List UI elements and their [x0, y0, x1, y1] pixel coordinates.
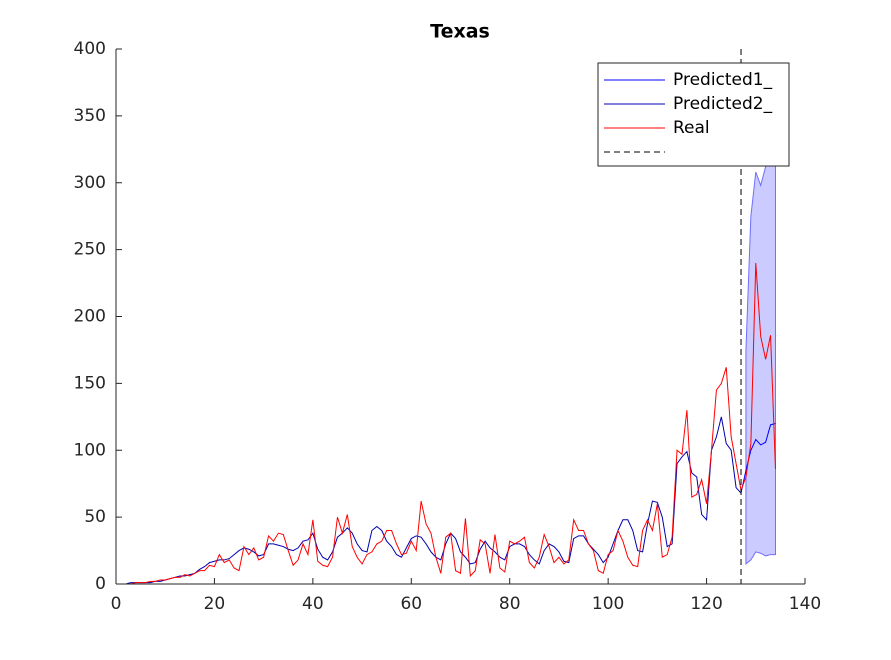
- x-tick-label: 0: [111, 594, 122, 614]
- y-tick-label: 0: [95, 574, 106, 594]
- legend-label: Predicted1_: [673, 70, 773, 90]
- y-tick-label: 200: [74, 307, 106, 327]
- confidence-band: [745, 142, 776, 565]
- x-tick-label: 60: [400, 594, 422, 614]
- legend-label: Real: [673, 118, 710, 138]
- y-tick-label: 50: [84, 507, 106, 527]
- x-tick-label: 100: [592, 594, 624, 614]
- y-tick-label: 150: [74, 373, 106, 393]
- series-line: [120, 262, 776, 585]
- y-tick-label: 400: [74, 39, 106, 59]
- y-tick-label: 350: [74, 106, 106, 126]
- chart-title: Texas: [430, 21, 490, 43]
- series-line: [120, 416, 742, 585]
- x-tick-label: 40: [302, 594, 324, 614]
- legend-label: Predicted2_: [673, 94, 773, 114]
- y-tick-label: 100: [74, 440, 106, 460]
- x-tick-label: 140: [789, 594, 821, 614]
- series-line: [740, 423, 776, 494]
- x-tick-label: 20: [204, 594, 226, 614]
- y-tick-label: 250: [74, 240, 106, 260]
- x-tick-label: 80: [499, 594, 521, 614]
- y-tick-label: 300: [74, 173, 106, 193]
- x-tick-label: 120: [690, 594, 722, 614]
